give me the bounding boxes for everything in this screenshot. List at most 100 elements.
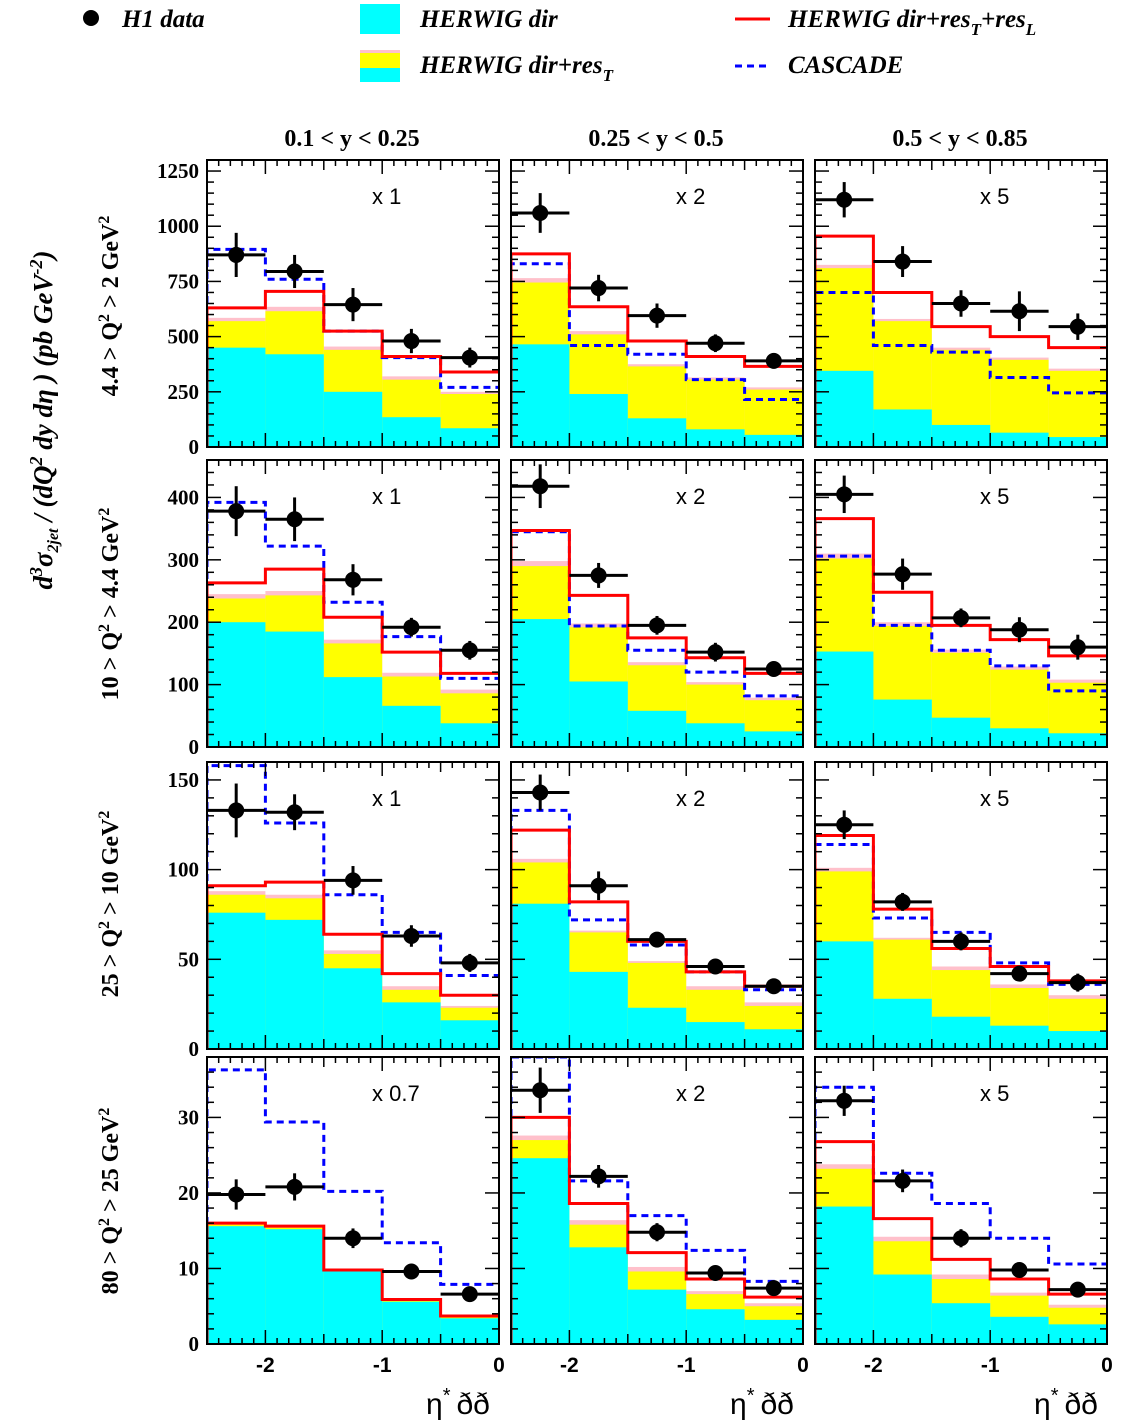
herwig-dir-bar bbox=[627, 1007, 687, 1049]
x-tick-label: -2 bbox=[256, 1354, 275, 1377]
panel-r1-c1: x 2 bbox=[510, 459, 804, 748]
data-point bbox=[403, 619, 420, 636]
herwig-dir-bar bbox=[511, 344, 570, 447]
y-tick-label: 0 bbox=[189, 735, 200, 759]
herwig-dir-bar bbox=[1048, 1324, 1107, 1344]
data-point bbox=[1069, 974, 1086, 991]
y-axis-label-slash: / (dQ bbox=[28, 465, 58, 528]
data-point bbox=[649, 307, 665, 324]
herwig-dir-bar bbox=[382, 417, 441, 447]
x-axis-label-2-eta: η bbox=[1034, 1388, 1051, 1421]
herwig-full-line bbox=[207, 567, 499, 747]
data-point bbox=[403, 1263, 420, 1280]
x-axis-label-0-suffix: ðð bbox=[456, 1388, 489, 1421]
panel-body bbox=[207, 486, 499, 747]
x-tick-label: -2 bbox=[560, 1354, 579, 1377]
herwig-dir-bar bbox=[744, 1029, 803, 1049]
panel-body bbox=[815, 182, 1107, 447]
herwig-dir-bar bbox=[686, 723, 745, 747]
row-label-3-sup: 2 bbox=[96, 1218, 113, 1226]
y-axis-label-units: (pb GeV bbox=[28, 272, 58, 366]
x-tick-label: -1 bbox=[677, 1354, 696, 1377]
panel-frame bbox=[206, 459, 500, 748]
row-label-2-b: > 10 GeV bbox=[98, 818, 124, 921]
herwig-dir-bar bbox=[1048, 1031, 1107, 1049]
data-point bbox=[836, 1092, 853, 1109]
row-label-1-b: > 4.4 GeV bbox=[98, 515, 124, 624]
panel-r3-c2: -2 -1 0 x 5 bbox=[814, 1056, 1113, 1377]
data-point bbox=[590, 280, 607, 297]
legend-h1-label: H1 data bbox=[121, 6, 205, 33]
row-label-2-a: 25 > Q bbox=[98, 929, 124, 997]
herwig-full-line bbox=[511, 1115, 803, 1344]
y-tick-label: 50 bbox=[178, 947, 199, 971]
data-point bbox=[286, 804, 303, 821]
herwig-dir-bar bbox=[815, 370, 874, 447]
herwig-dir-res-bar bbox=[1048, 370, 1107, 447]
herwig-dir-bar bbox=[686, 429, 745, 447]
data-point bbox=[228, 246, 245, 263]
data-point bbox=[1011, 621, 1028, 638]
data-point bbox=[286, 263, 303, 280]
herwig-dir-bar bbox=[323, 968, 383, 1049]
data-point bbox=[345, 571, 361, 588]
herwig-dir-bar bbox=[323, 677, 383, 747]
herwig-dir-bar bbox=[569, 394, 628, 447]
y-tick-label: 0 bbox=[189, 1037, 200, 1061]
row-label-1: 10 > Q2 > 4.4 GeV2 bbox=[96, 508, 124, 701]
panel-body bbox=[815, 810, 1107, 1049]
y-tick-label: 20 bbox=[178, 1181, 199, 1205]
data-point bbox=[345, 296, 361, 313]
scale-factor: x 1 bbox=[372, 184, 401, 209]
scale-factor: x 0.7 bbox=[372, 1081, 420, 1106]
legend-cascade-label: CASCADE bbox=[788, 52, 903, 79]
row-label-1-sup: 2 bbox=[96, 624, 113, 632]
cascade-line bbox=[815, 1085, 1107, 1344]
legend: H1 data HERWIG dir HERWIG dir+resT HERWI… bbox=[83, 4, 1036, 85]
y-tick-label: 100 bbox=[168, 858, 200, 882]
data-point bbox=[765, 1280, 782, 1297]
cascade-line bbox=[511, 1057, 803, 1344]
y-axis-label-units-close: ) bbox=[28, 250, 58, 262]
data-point bbox=[649, 931, 665, 948]
herwig-dir-bar bbox=[931, 1016, 991, 1049]
data-point bbox=[1069, 318, 1086, 335]
data-point bbox=[953, 933, 969, 950]
y-tick-label: 300 bbox=[168, 548, 200, 572]
y-axis-label-sub: 2jet bbox=[45, 528, 62, 554]
herwig-dir-bar bbox=[207, 347, 266, 447]
herwig-full-line bbox=[511, 529, 803, 747]
row-label-1-sup2: 2 bbox=[96, 508, 113, 516]
herwig-dir-bar bbox=[873, 1274, 932, 1344]
scale-factor: x 2 bbox=[676, 184, 705, 209]
y-axis-label-sup3: 3 bbox=[26, 567, 46, 577]
panel-frame bbox=[814, 1056, 1108, 1345]
data-point bbox=[228, 802, 245, 819]
cascade-line bbox=[511, 262, 803, 447]
herwig-dir-bar bbox=[744, 434, 803, 447]
x-axis-label-0: η* ðð bbox=[426, 1385, 490, 1421]
y-axis-label-sup2: 2 bbox=[26, 456, 46, 466]
data-point bbox=[707, 335, 724, 352]
herwig-full-line bbox=[207, 289, 499, 447]
row-label-1-a: 10 > Q bbox=[98, 632, 124, 700]
data-point bbox=[461, 1286, 478, 1303]
herwig-dir-res-bar bbox=[990, 359, 1049, 447]
legend-herwig-dir-label: HERWIG dir bbox=[419, 6, 558, 33]
herwig-full-line bbox=[815, 517, 1107, 747]
herwig-dir-bar bbox=[323, 1271, 383, 1344]
data-point bbox=[461, 954, 478, 971]
legend-herwig-dir-res-main: HERWIG dir+res bbox=[419, 52, 603, 79]
panel-body bbox=[815, 1085, 1107, 1344]
row-label-0-sup2: 2 bbox=[96, 216, 113, 224]
scale-factor: x 2 bbox=[676, 786, 705, 811]
x-tick-label: -1 bbox=[981, 1354, 1000, 1377]
y-tick-label: 1000 bbox=[157, 214, 199, 238]
panel-body bbox=[207, 1068, 499, 1344]
scale-factor: x 5 bbox=[980, 184, 1009, 209]
panel-body bbox=[207, 764, 499, 1049]
herwig-full-line bbox=[207, 880, 499, 1049]
herwig-dir-bar bbox=[1048, 733, 1107, 747]
data-point bbox=[894, 253, 911, 270]
